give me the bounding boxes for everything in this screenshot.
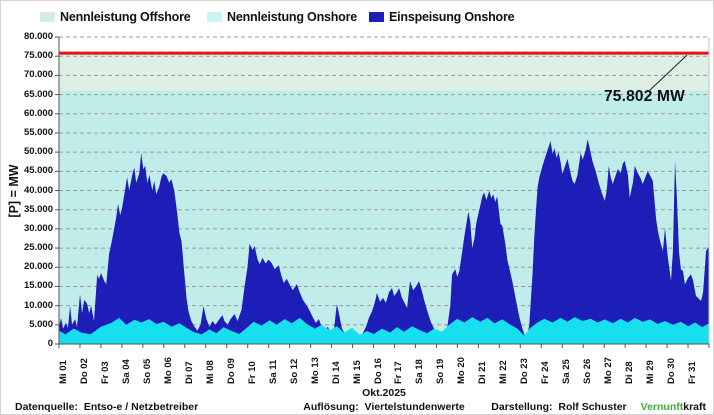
resolution-value: Viertelstundenwerte (364, 401, 465, 413)
y-tick-label: 0 (47, 338, 53, 349)
x-tick-label: Mi 22 (498, 360, 510, 384)
x-tick-label: Di 07 (183, 361, 195, 384)
credit-text: Darstellung: Rolf Schuster (491, 401, 626, 413)
x-tick-label: Mi 01 (58, 360, 69, 384)
footer-resolution: Auflösung: Viertelstundenwerte (59, 401, 709, 413)
y-tick-label: 25.000 (23, 242, 53, 254)
x-tick-label: Do 02 (78, 358, 90, 384)
x-tick-label: So 12 (288, 358, 300, 384)
x-tick-label: Mo 13 (309, 357, 321, 384)
y-tick-label: 80.000 (23, 31, 53, 42)
source-value: Entso-e / Netzbetreiber (83, 401, 199, 413)
x-tick-label: Mi 08 (204, 360, 216, 384)
area-unlabeled-bright-cyan-bottom-area (59, 317, 709, 344)
x-tick-label: Di 21 (477, 361, 489, 384)
x-tick-label: Sa 04 (120, 359, 132, 384)
band-nennleistung-offshore (59, 53, 709, 91)
footer-data-source: Datenquelle: Entso-e / Netzbetreiber (15, 401, 198, 413)
y-tick-label: 45.000 (23, 165, 53, 177)
resolution-label: Auflösung: (303, 401, 359, 413)
onshore-feedin-swatch-icon (369, 12, 384, 22)
vernunftkraft-logo: Vernunftkraft (640, 401, 706, 413)
x-axis-title: Okt.2025 (362, 387, 406, 399)
x-tick-label: Di 14 (330, 361, 342, 384)
onshore-capacity-swatch-icon (207, 12, 222, 22)
y-tick-label: 20.000 (23, 261, 53, 273)
source-label: Datenquelle: (15, 401, 79, 413)
y-tick-label: 50.000 (23, 146, 53, 158)
x-tick-label: So 19 (435, 358, 447, 384)
capacity-annotation: 75.802 MW (603, 88, 685, 105)
x-tick-label: Mo 27 (603, 357, 615, 384)
x-tick-label: Sa 11 (267, 359, 279, 384)
y-tick-label: 70.000 (23, 69, 53, 81)
y-tick-label: 75.000 (23, 50, 53, 62)
x-tick-label: Mo 20 (456, 357, 468, 384)
offshore-capacity-swatch-icon (40, 12, 55, 22)
legend-label: Einspeisung Onshore (389, 10, 515, 24)
x-tick-label: Fr 17 (393, 361, 405, 384)
legend-item-nennleistung-offshore: Nennleistung Offshore (40, 10, 191, 24)
x-tick-label: Do 23 (519, 358, 531, 384)
x-tick-label: Fr 24 (540, 361, 552, 384)
x-tick-label: Fr 31 (687, 361, 699, 384)
y-tick-label: 10.000 (23, 299, 53, 311)
x-tick-label: So 05 (141, 358, 153, 384)
x-tick-label: Fr 10 (246, 361, 258, 384)
x-tick-label: Mi 29 (645, 360, 657, 384)
x-tick-label: Mo 06 (162, 357, 174, 384)
x-tick-label: So 26 (582, 358, 594, 384)
y-tick-label: 65.000 (23, 88, 53, 100)
legend-item-einspeisung-onshore: Einspeisung Onshore (369, 10, 515, 24)
y-tick-label: 55.000 (23, 126, 53, 138)
x-tick-label: Sa 18 (414, 359, 426, 384)
legend-label: Nennleistung Offshore (60, 10, 191, 24)
y-tick-label: 5.000 (29, 318, 53, 330)
annotation-leader-line (649, 54, 688, 91)
credit-label: Darstellung: (491, 401, 553, 413)
x-tick-label: Do 09 (225, 358, 237, 384)
x-tick-label: Sa 25 (561, 359, 573, 384)
x-tick-label: Fr 03 (99, 361, 111, 384)
area-einspeisung-onshore (59, 139, 709, 344)
legend-item-nennleistung-onshore: Nennleistung Onshore (207, 10, 357, 24)
x-tick-label: Do 30 (666, 358, 678, 384)
x-tick-label: Di 28 (624, 361, 636, 384)
y-tick-label: 15.000 (23, 280, 53, 292)
credit-value: Rolf Schuster (558, 401, 627, 413)
footer-credit: Darstellung: Rolf Schuster Vernunftkraft (491, 401, 706, 413)
x-tick-label: Mi 15 (351, 360, 363, 384)
y-tick-label: 35.000 (23, 203, 53, 215)
y-tick-label: 60.000 (23, 107, 53, 119)
legend-label: Nennleistung Onshore (227, 10, 358, 24)
y-tick-label: 30.000 (23, 222, 53, 234)
y-tick-label: 40.000 (23, 184, 53, 196)
x-tick-label: Do 16 (372, 358, 384, 384)
